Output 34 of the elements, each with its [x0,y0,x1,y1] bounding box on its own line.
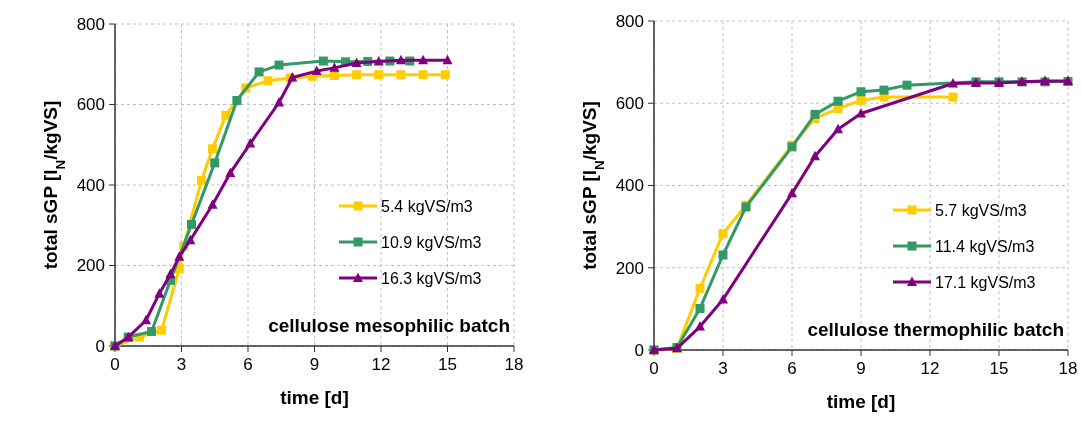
x-tick-label: 9 [856,359,866,378]
y-tick-label: 600 [615,94,644,114]
x-tick-label: 12 [371,355,391,374]
x-tick-label: 0 [649,359,659,378]
y-tick-label: 200 [76,256,105,276]
x-tick-label: 6 [787,359,797,378]
legend-label: 16.3 kgVS/m3 [381,269,482,287]
annotation: cellulose thermophilic batch [807,319,1064,340]
x-tick-label: 15 [438,355,457,374]
annotation: cellulose mesophilic batch [268,315,510,336]
legend-label: 10.9 kgVS/m3 [381,233,482,251]
y-tick-label: 400 [615,176,644,196]
x-tick-label: 0 [110,355,120,374]
x-tick-label: 6 [243,355,253,374]
y-tick-label: 200 [615,258,644,278]
x-axis-title: time [d] [280,387,349,408]
x-tick-label: 12 [920,359,940,378]
x-tick-label: 18 [504,355,524,374]
y-tick-label: 0 [634,340,644,360]
y-tick-label: 0 [95,336,105,356]
legend-label: 11.4 kgVS/m3 [935,237,1035,255]
y-tick-label: 600 [76,95,105,115]
x-tick-label: 3 [718,359,728,378]
x-axis-title: time [d] [826,391,896,412]
legend-label: 5.4 kgVS/m3 [381,197,473,215]
x-tick-label: 15 [989,359,1009,378]
y-tick-label: 800 [615,11,644,31]
x-tick-label: 18 [1058,359,1078,378]
legend-label: 5.7 kgVS/m3 [935,201,1027,219]
x-tick-label: 3 [176,355,187,374]
y-tick-label: 400 [76,175,105,195]
x-tick-label: 9 [309,355,320,374]
legend-label: 17.1 kgVS/m3 [935,273,1036,291]
y-tick-label: 800 [76,14,105,34]
